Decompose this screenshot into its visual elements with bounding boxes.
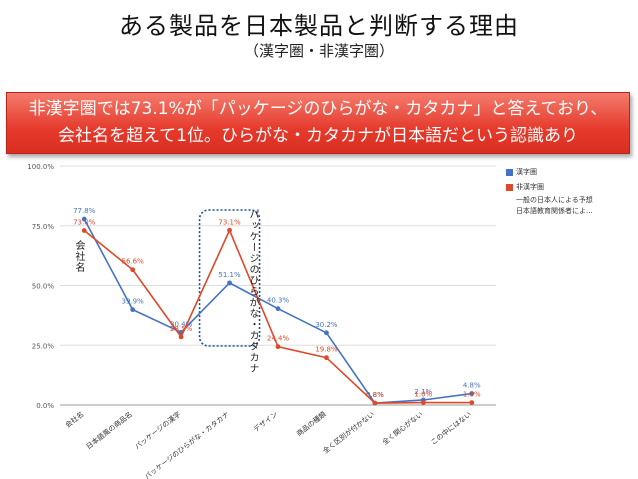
y-tick-label: 0.0% bbox=[36, 402, 54, 410]
data-point bbox=[275, 344, 281, 350]
data-label: 24.4% bbox=[267, 335, 290, 343]
x-tick-label: この中にはない bbox=[429, 409, 473, 446]
data-label: 73.1% bbox=[218, 218, 241, 226]
data-point bbox=[227, 227, 232, 233]
data-label: 30.4% bbox=[170, 320, 193, 328]
data-label: 19.8% bbox=[315, 346, 338, 354]
data-point bbox=[420, 400, 426, 406]
data-label: 2.1% bbox=[414, 388, 432, 396]
data-label: 56.6% bbox=[122, 258, 145, 266]
data-point bbox=[324, 330, 329, 336]
legend-swatch-nonkanji bbox=[506, 183, 513, 191]
data-point bbox=[469, 400, 475, 406]
data-point bbox=[324, 355, 329, 361]
data-label: 73.0% bbox=[73, 219, 96, 227]
legend-item-kanji: 漢字圏 bbox=[506, 167, 537, 177]
data-point bbox=[275, 306, 281, 312]
annotation-company: 会社名 bbox=[73, 240, 84, 273]
legend-label-kanji: 漢字圏 bbox=[516, 168, 537, 176]
x-tick-label: 商品の種類 bbox=[295, 409, 328, 438]
y-tick-label: 50.0% bbox=[32, 283, 55, 291]
data-label: 40.3% bbox=[267, 297, 290, 305]
data-label: 39.9% bbox=[122, 298, 145, 306]
data-label: 0.8% bbox=[366, 391, 384, 399]
banner-line-1: 非漢字圏では73.1%が「パッケージのひらがな・カタカナ」と答えており、 bbox=[28, 99, 608, 119]
banner-line-2: 会社名を超えて1位。ひらがな・カタカナが日本語だという認識あり bbox=[58, 126, 578, 146]
data-point bbox=[178, 334, 184, 340]
data-point bbox=[130, 267, 136, 273]
series-line-1 bbox=[83, 228, 472, 404]
data-label: 30.2% bbox=[315, 321, 338, 329]
data-label: 77.8% bbox=[73, 207, 96, 215]
legend-item-extra-1: 一般の日本人による予想 bbox=[516, 196, 593, 204]
data-point bbox=[81, 216, 87, 222]
legend-swatch-kanji bbox=[506, 168, 513, 176]
data-label: 1.0% bbox=[463, 391, 481, 399]
legend-item-extra-2: 日本語教育関係者によ... bbox=[516, 207, 593, 215]
x-tick-label: 全く区別が付かない bbox=[321, 409, 376, 455]
slide-subtitle: （漢字圏・非漢字圏） bbox=[243, 42, 394, 60]
legend-item-nonkanji: 非漢字圏 bbox=[506, 182, 544, 192]
highlight-box bbox=[198, 209, 261, 347]
data-label: 51.1% bbox=[218, 271, 241, 279]
y-tick-label: 100.0% bbox=[27, 163, 54, 171]
data-point bbox=[227, 280, 232, 286]
data-point bbox=[372, 400, 378, 406]
data-label: 0.8% bbox=[366, 391, 384, 399]
x-tick-label: 全く関心がない bbox=[380, 409, 424, 446]
y-tick-label: 75.0% bbox=[32, 223, 55, 231]
x-tick-label: デザイン bbox=[252, 409, 280, 433]
data-label: 4.8% bbox=[463, 382, 481, 390]
annotation-hiragana: パッケージのひらがな・カタカナ bbox=[247, 209, 258, 374]
data-point bbox=[81, 228, 87, 233]
x-tick-label: 会社名 bbox=[63, 409, 85, 429]
highlight-banner: 非漢字圏では73.1%が「パッケージのひらがな・カタカナ」と答えており、 会社名… bbox=[6, 92, 630, 154]
x-tick-label: パッケージの漢字 bbox=[133, 409, 183, 450]
data-label: 28.5% bbox=[170, 325, 193, 333]
x-tick-label: パッケージのひらがな・カタカナ bbox=[143, 409, 231, 479]
data-point bbox=[130, 307, 136, 313]
data-label: 1.0% bbox=[414, 391, 432, 399]
data-point bbox=[469, 391, 475, 396]
x-tick-label: 日本語風の商品名 bbox=[84, 409, 134, 451]
slide-title: ある製品を日本製品と判断する理由 bbox=[119, 12, 519, 40]
y-tick-label: 25.0% bbox=[32, 342, 55, 350]
legend-label-nonkanji: 非漢字圏 bbox=[516, 183, 544, 191]
